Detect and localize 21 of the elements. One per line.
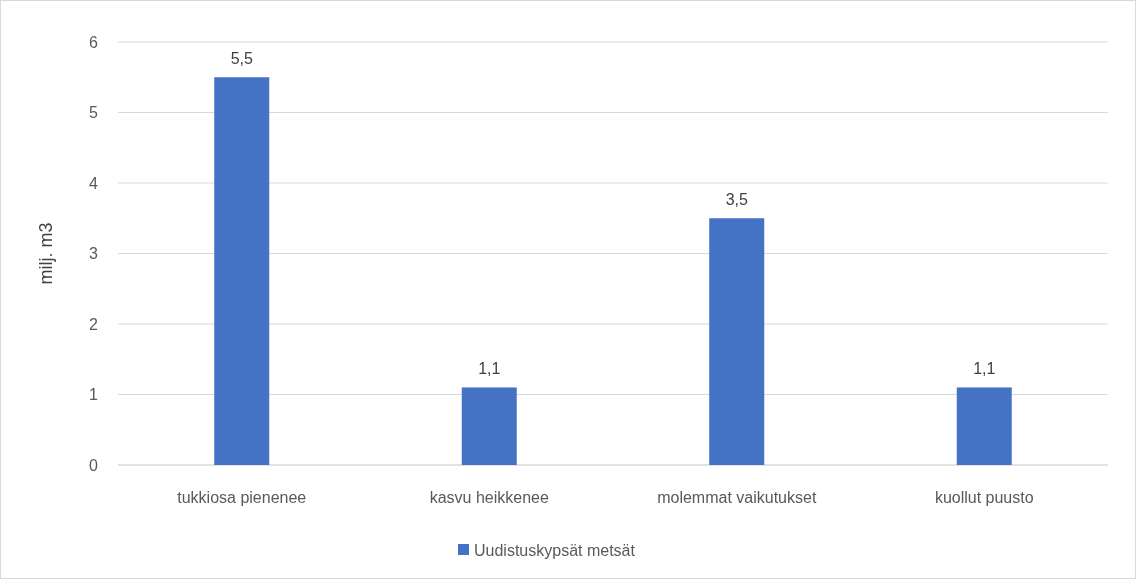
data-label: 3,5 [725,191,748,209]
x-tick-label: molemmat vaikutukset [657,489,817,506]
x-tick-label: kasvu heikkenee [429,489,549,506]
bar [214,77,270,465]
y-tick-label: 6 [89,33,99,51]
y-tick-label: 3 [89,245,99,263]
y-tick-label: 1 [89,386,99,404]
x-tick-label: tukkiosa pienenee [177,489,307,506]
y-tick-label: 0 [89,456,99,474]
data-label: 1,1 [478,360,501,378]
bar [709,218,765,465]
data-label: 5,5 [230,50,253,68]
legend-label: Uudistuskypsät metsät [474,541,636,559]
bar [461,387,517,465]
y-tick-label: 5 [89,104,99,122]
bar [956,387,1012,465]
x-tick-label: kuollut puusto [934,489,1034,506]
y-tick-label: 4 [89,174,99,192]
y-tick-label: 2 [89,315,99,333]
data-label: 1,1 [973,360,996,378]
y-axis-title: milj. m3 [36,222,56,285]
